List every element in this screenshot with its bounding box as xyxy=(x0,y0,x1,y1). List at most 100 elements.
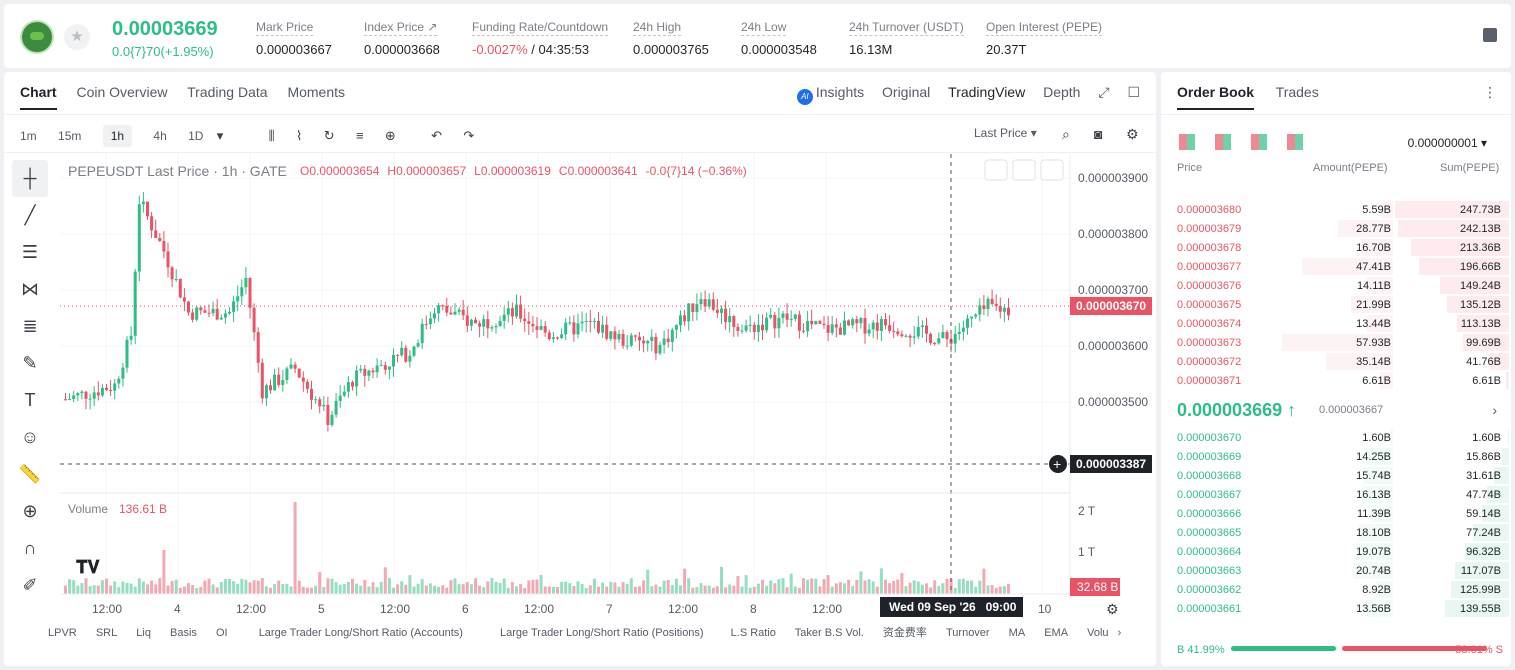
zoom-in-icon[interactable]: ⊕ xyxy=(22,501,38,521)
favorite-star-icon[interactable]: ★ xyxy=(64,24,90,50)
indicator-item[interactable]: Volu xyxy=(1087,627,1109,639)
depth-bar xyxy=(1395,201,1509,218)
indicator-item[interactable]: Turnover xyxy=(945,627,990,639)
camera-icon[interactable]: ◙ xyxy=(1094,126,1103,142)
emoji-icon[interactable]: ☺ xyxy=(20,427,40,447)
book-icon[interactable] xyxy=(1483,28,1497,42)
ask-row[interactable]: 0.000003674 13.44B 113.13B xyxy=(1161,314,1511,333)
indicator-item[interactable]: MA xyxy=(1008,627,1026,639)
pattern-icon[interactable]: ⋈ xyxy=(21,279,39,299)
templates-icon[interactable]: ≡ xyxy=(355,128,364,143)
bid-row[interactable]: 0.000003668 15.74B 31.61B xyxy=(1161,466,1511,485)
scroll-down-icon[interactable] xyxy=(984,159,1008,181)
add-indicator-icon[interactable]: ⊕ xyxy=(384,128,396,143)
ruler-icon[interactable]: 📏 xyxy=(18,464,42,484)
collapse-icon[interactable] xyxy=(1012,159,1036,181)
ask-row[interactable]: 0.000003672 35.14B 41.76B xyxy=(1161,352,1511,371)
precision-select[interactable]: 0.000000001 ▾ xyxy=(1407,136,1487,150)
bid-row[interactable]: 0.000003661 13.56B 139.55B xyxy=(1161,599,1511,618)
tab-moments[interactable]: Moments xyxy=(287,84,346,100)
ask-row[interactable]: 0.000003679 28.77B 242.13B xyxy=(1161,219,1511,238)
tab-coin-overview[interactable]: Coin Overview xyxy=(76,84,168,100)
indicator-item[interactable]: Taker B.S Vol. xyxy=(794,627,864,639)
tab-trading-data[interactable]: Trading Data xyxy=(187,84,268,100)
tab-order-book[interactable]: Order Book xyxy=(1177,84,1255,110)
price-source-select[interactable]: Last Price ▾ xyxy=(974,126,1037,140)
indicator-item[interactable]: EMA xyxy=(1044,627,1069,639)
volume-bar xyxy=(888,583,892,594)
interval-1h[interactable]: 1h xyxy=(102,125,133,147)
tab-trades[interactable]: Trades xyxy=(1275,84,1319,100)
candlestick-chart[interactable]: PEPEUSDT Last Price · 1h · GATE O0.00000… xyxy=(4,72,1156,666)
redo-icon[interactable]: ↷ xyxy=(463,128,475,143)
indicators-icon[interactable]: ⌇ xyxy=(296,128,303,143)
interval-1m[interactable]: 1m xyxy=(20,129,37,143)
bid-row[interactable]: 0.000003664 19.07B 96.32B xyxy=(1161,542,1511,561)
bid-row[interactable]: 0.000003667 16.13B 47.74B xyxy=(1161,485,1511,504)
ask-row[interactable]: 0.000003675 21.99B 135.12B xyxy=(1161,295,1511,314)
indicator-item[interactable]: OI xyxy=(216,627,228,639)
view-asks-only-icon[interactable] xyxy=(1287,134,1303,150)
stat-24h-turnover: 24h Turnover (USDT) 16.13M xyxy=(849,20,964,57)
interval-1d[interactable]: 1D xyxy=(188,129,204,143)
indicator-item[interactable]: Large Trader Long/Short Ratio (Accounts) xyxy=(258,627,463,639)
stat-index-price[interactable]: Index Price ↗ 0.000003668 xyxy=(364,20,440,57)
undo-icon[interactable]: ↶ xyxy=(431,128,443,143)
candle-body xyxy=(506,308,510,315)
ask-row[interactable]: 0.000003676 14.11B 149.24B xyxy=(1161,276,1511,295)
indicator-item[interactable]: L.S Ratio xyxy=(730,627,776,639)
indicator-item[interactable]: Large Trader Long/Short Ratio (Positions… xyxy=(499,627,704,639)
trendline-icon[interactable]: ╱ xyxy=(24,205,36,225)
fullscreen-icon[interactable] xyxy=(1040,159,1064,181)
view-both-icon[interactable] xyxy=(1179,134,1195,150)
indicator-item[interactable]: Liq xyxy=(136,627,151,639)
chevron-right-icon[interactable]: › xyxy=(1492,402,1497,418)
bid-row[interactable]: 0.000003666 11.39B 59.14B xyxy=(1161,504,1511,523)
candle-body xyxy=(871,322,875,330)
bid-row[interactable]: 0.000003663 20.74B 117.07B xyxy=(1161,561,1511,580)
bid-row[interactable]: 0.000003662 8.92B 125.99B xyxy=(1161,580,1511,599)
chevron-right-icon[interactable]: › xyxy=(1117,627,1122,639)
tab-chart[interactable]: Chart xyxy=(20,84,57,110)
candle-type-icon[interactable]: ⫼ xyxy=(268,128,275,143)
tab-tradingview[interactable]: TradingView xyxy=(948,84,1026,100)
interval-15m[interactable]: 15m xyxy=(58,129,82,143)
search-icon[interactable]: ⌕ xyxy=(1062,126,1070,142)
bid-row[interactable]: 0.000003670 1.60B 1.60B xyxy=(1161,428,1511,447)
indicator-item[interactable]: SRL xyxy=(95,627,118,639)
bid-row[interactable]: 0.000003669 14.25B 15.86B xyxy=(1161,447,1511,466)
settings-cog-icon[interactable]: ⚙ xyxy=(1106,601,1119,617)
bid-row[interactable]: 0.000003665 18.10B 77.24B xyxy=(1161,523,1511,542)
text-icon[interactable]: T xyxy=(24,390,36,410)
compare-icon[interactable]: ↻ xyxy=(323,128,335,143)
ask-row[interactable]: 0.000003677 47.41B 196.66B xyxy=(1161,257,1511,276)
indicator-item[interactable]: LPVR xyxy=(48,627,77,639)
ask-row[interactable]: 0.000003671 6.61B 6.61B xyxy=(1161,371,1511,390)
window-icon[interactable]: ☐ xyxy=(1127,84,1140,100)
crosshair-icon[interactable]: ┼ xyxy=(12,160,48,197)
add-alert-icon[interactable] xyxy=(1049,455,1067,473)
candle-body xyxy=(625,345,629,347)
indicator-item[interactable]: 资金费率 xyxy=(882,627,927,639)
ask-row[interactable]: 0.000003673 57.93B 99.69B xyxy=(1161,333,1511,352)
horizontal-lines-icon[interactable]: ☰ xyxy=(21,242,39,262)
view-bids-icon[interactable] xyxy=(1215,134,1231,150)
chevron-down-icon[interactable]: ▾ xyxy=(216,128,224,143)
tab-depth[interactable]: Depth xyxy=(1043,84,1081,100)
more-icon[interactable]: ⋮ xyxy=(1483,84,1497,100)
ask-row[interactable]: 0.000003680 5.59B 247.73B xyxy=(1161,200,1511,219)
ask-row[interactable]: 0.000003678 16.70B 213.36B xyxy=(1161,238,1511,257)
interval-4h[interactable]: 4h xyxy=(153,129,167,143)
volume-bar xyxy=(64,585,67,594)
candle-body xyxy=(957,331,961,335)
expand-icon[interactable]: ⤢ xyxy=(1098,84,1110,100)
indicator-item[interactable]: Basis xyxy=(170,627,197,639)
view-asks-icon[interactable] xyxy=(1251,134,1267,150)
gear-icon[interactable]: ⚙ xyxy=(1126,126,1139,142)
fib-icon[interactable]: ≣ xyxy=(22,316,38,336)
pencil-icon[interactable]: ✐ xyxy=(22,575,38,595)
brush-icon[interactable]: ✎ xyxy=(22,353,38,373)
tab-original[interactable]: Original xyxy=(882,84,931,100)
tab-insights[interactable]: AI Insights xyxy=(796,84,864,105)
magnet-icon[interactable]: ∩ xyxy=(23,538,37,558)
